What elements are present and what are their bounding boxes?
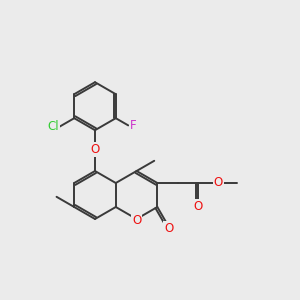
Text: O: O [194,200,203,213]
Text: O: O [90,143,100,156]
Text: O: O [214,176,223,188]
Text: F: F [130,119,136,132]
Text: Cl: Cl [48,120,59,133]
Text: O: O [132,214,141,226]
Text: O: O [164,222,173,235]
